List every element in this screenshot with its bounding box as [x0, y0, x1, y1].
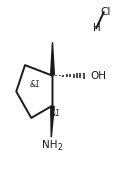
Text: 2: 2: [57, 143, 62, 152]
Text: Cl: Cl: [100, 7, 110, 17]
Text: NH: NH: [42, 140, 58, 150]
Text: &1: &1: [50, 109, 60, 118]
Polygon shape: [51, 106, 54, 137]
Text: H: H: [92, 23, 100, 33]
Polygon shape: [51, 42, 54, 75]
Text: OH: OH: [90, 71, 106, 81]
Text: &1: &1: [30, 80, 40, 89]
